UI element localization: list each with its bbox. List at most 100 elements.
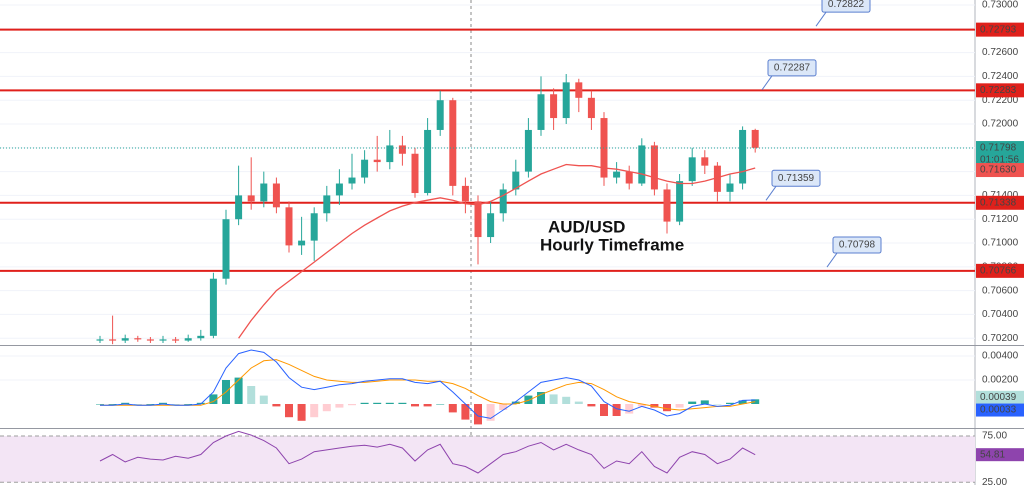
- callout-text: 0.72822: [828, 0, 865, 10]
- callout-text: 0.70798: [839, 240, 876, 251]
- candle-body: [461, 185, 469, 202]
- y-tick-label: 0.00400: [982, 351, 1019, 362]
- callout-text: 0.72287: [774, 62, 811, 73]
- y-tick-label: 0.70400: [982, 309, 1019, 320]
- candle-body: [424, 129, 432, 194]
- candle-body: [323, 195, 331, 214]
- histogram-bar: [184, 404, 193, 405]
- candle-body: [121, 338, 129, 341]
- callout-box: [767, 59, 817, 77]
- y-tick-label: 0.73000: [982, 0, 1019, 11]
- histogram-bar: [146, 404, 155, 405]
- candle-body: [272, 183, 280, 208]
- histogram-bar: [272, 404, 281, 407]
- histogram-bar: [373, 402, 382, 404]
- y-tick-label: 0.71000: [982, 238, 1019, 249]
- price-label-box: [976, 163, 1024, 178]
- histogram-bar: [322, 404, 331, 412]
- candle-body: [285, 207, 293, 246]
- histogram-bar: [348, 404, 356, 406]
- y-tick-label: 0.72600: [982, 47, 1019, 58]
- y-tick-label: 0.71400: [982, 190, 1019, 201]
- callout-pointer: [815, 11, 827, 27]
- candle-body: [247, 195, 255, 202]
- histogram-bar: [448, 404, 457, 413]
- histogram-bar: [411, 404, 419, 407]
- price-label: 0.72283: [980, 85, 1017, 96]
- y-tick-label: 0.72400: [982, 71, 1019, 82]
- candle-body: [172, 339, 180, 341]
- candle-body: [310, 213, 318, 241]
- candle-body: [625, 171, 633, 184]
- price-label-box: [976, 263, 1024, 278]
- callout-box: [771, 169, 821, 187]
- histogram-bar: [398, 402, 407, 404]
- histogram-bar: [612, 404, 621, 416]
- price-label: 54.81: [980, 449, 1005, 460]
- histogram-bar: [159, 402, 167, 404]
- price-label-box: [976, 403, 1024, 417]
- candle-body: [512, 171, 520, 190]
- callout-pointer: [765, 185, 777, 201]
- candle-body: [726, 183, 734, 192]
- histogram-bar: [738, 400, 747, 404]
- candle-body: [146, 339, 154, 341]
- y-tick-label: 0.72200: [982, 95, 1019, 106]
- callout-text: 0.71359: [778, 173, 815, 184]
- y-tick-label: 0.70600: [982, 285, 1019, 296]
- histogram-bar: [625, 404, 634, 414]
- candle-body: [436, 100, 444, 130]
- callout-pointer: [761, 75, 773, 91]
- price-label: 0.72793: [980, 24, 1017, 35]
- candle-body: [134, 338, 142, 340]
- callout-pointer: [826, 252, 838, 268]
- candle-body: [96, 339, 104, 341]
- candle-body: [398, 145, 406, 154]
- y-tick-label: 0.00200: [982, 375, 1019, 386]
- candle-body: [562, 82, 570, 119]
- price-label-box: [976, 141, 1024, 168]
- candle-body: [600, 118, 608, 178]
- candle-body: [298, 240, 306, 246]
- price-label: 0.71630: [980, 165, 1017, 176]
- candle-body: [676, 181, 684, 222]
- candle-body: [587, 97, 595, 119]
- histogram-bar: [209, 394, 218, 404]
- histogram-bar: [700, 400, 709, 404]
- histogram-bar: [587, 404, 596, 407]
- candle-body: [411, 153, 419, 194]
- candle-body: [197, 335, 205, 339]
- histogram-bar: [360, 402, 369, 404]
- price-label-box: [976, 390, 1024, 404]
- candle-body: [650, 145, 658, 190]
- histogram-bar: [121, 402, 130, 404]
- countdown: 01:01:56: [980, 155, 1019, 166]
- candle-body: [499, 189, 507, 214]
- y-tick-label: 0.72000: [982, 119, 1019, 130]
- price-label: 0.00033: [980, 405, 1017, 416]
- histogram-bar: [310, 404, 319, 418]
- histogram-bar: [234, 377, 243, 404]
- candle-body: [474, 201, 482, 238]
- histogram-bar: [713, 404, 722, 405]
- candle-body: [209, 278, 217, 336]
- moving-average: [238, 163, 756, 339]
- candle-body: [235, 195, 243, 220]
- candle-body: [751, 129, 759, 148]
- histogram-bar: [436, 404, 445, 405]
- price-label: 0.71798: [980, 143, 1017, 154]
- signal-line: [100, 359, 756, 411]
- candle-body: [575, 82, 583, 98]
- candle-body: [638, 145, 646, 184]
- histogram-bar: [335, 404, 344, 408]
- y-tick-label: 0.71200: [982, 214, 1019, 225]
- price-label-box: [976, 195, 1024, 210]
- histogram-bar: [486, 404, 495, 421]
- price-label: 0.00039: [980, 392, 1017, 403]
- candle-body: [537, 94, 545, 130]
- price-label: 0.70766: [980, 265, 1017, 276]
- candle-body: [449, 100, 457, 186]
- candle-body: [373, 159, 381, 163]
- candle-body: [335, 183, 343, 196]
